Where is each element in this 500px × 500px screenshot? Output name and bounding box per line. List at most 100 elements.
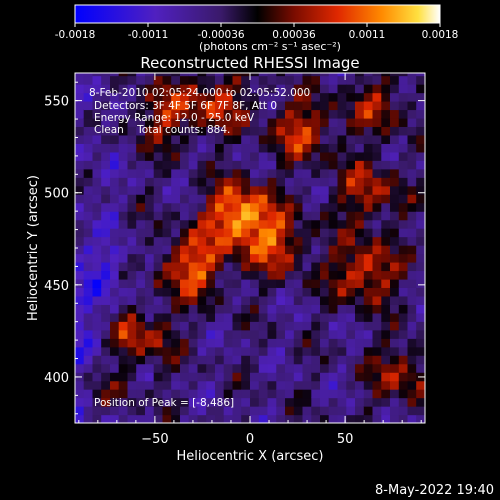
heatmap-cell [145,253,155,263]
heatmap-cell [197,92,207,102]
heatmap-cell [390,228,400,238]
heatmap-cell [320,245,330,255]
heatmap-cell [241,84,251,94]
heatmap-cell [258,270,269,280]
heatmap-cell [145,363,155,373]
heatmap-cell [215,338,225,348]
heatmap-cell [311,84,321,94]
heatmap-cell [127,101,137,111]
heatmap-cell [75,92,85,102]
heatmap-cell [101,219,111,229]
heatmap-cell [110,262,120,272]
heatmap-cell [311,397,321,407]
heatmap-cell [250,126,260,136]
heatmap-cell [311,219,321,229]
heatmap-cell [398,219,409,229]
heatmap-cell [241,177,251,187]
heatmap-cell [197,363,207,373]
heatmap-cell [188,143,199,153]
heatmap-cell [83,236,94,246]
heatmap-cell [425,143,434,152]
heatmap-cell [258,321,269,331]
heatmap-cell [145,355,155,365]
heatmap-cell [407,414,417,423]
heatmap-cell [188,321,199,331]
heatmap-cell [276,245,286,255]
heatmap-cell [110,160,120,170]
heatmap-cell [127,219,137,229]
heatmap-cell [416,262,425,272]
heatmap-cell [136,177,146,187]
heatmap-cell [381,295,391,305]
heatmap-cell [276,270,286,280]
heatmap-cell [118,109,129,119]
heatmap-cell [285,73,295,77]
heatmap-cell [363,346,374,356]
heatmap-cell [180,346,190,356]
heatmap-cell [258,92,269,102]
heatmap-cell [223,338,234,348]
heatmap-cell [311,312,321,322]
heatmap-cell [241,287,251,297]
heatmap-cell [250,92,260,102]
heatmap-cell [267,185,277,195]
heatmap-cell [302,380,312,390]
heatmap-cell [250,338,260,348]
heatmap-cell [381,406,391,416]
heatmap-cell [241,389,251,399]
heatmap-cell [355,278,365,288]
heatmap-cell [223,75,234,85]
heatmap-cell [118,389,129,399]
heatmap-cell [398,295,409,305]
heatmap-cell [258,75,269,85]
heatmap-cell [127,329,137,339]
heatmap-cell [110,304,120,314]
heatmap-cell [75,355,85,365]
heatmap-cell [118,117,129,127]
heatmap-cell [153,355,164,365]
heatmap-cell [215,92,225,102]
heatmap-cell [355,312,365,322]
heatmap-cell [372,245,382,255]
heatmap-cell [293,236,304,246]
heatmap-cell [302,211,312,221]
heatmap-cell [311,177,321,187]
heatmap-cell [328,397,339,407]
heatmap-cell [206,228,216,238]
heatmap-cell [136,134,146,144]
heatmap-cell [188,126,199,136]
heatmap-cell [153,262,164,272]
heatmap-cell [355,143,365,153]
heatmap-cell [407,270,417,280]
heatmap-cell [127,73,137,77]
heatmap-cell [127,287,137,297]
heatmap-cell [101,355,111,365]
heatmap-cell [407,92,417,102]
heatmap-cell [390,245,400,255]
heatmap-cell [206,168,216,178]
heatmap-cell [258,295,269,305]
heatmap-cell [346,168,356,178]
heatmap-cell [320,109,330,119]
heatmap-cell [83,295,94,305]
heatmap-cell [346,338,356,348]
heatmap-cell [355,236,365,246]
heatmap-cell [136,109,146,119]
heatmap-cell [92,236,102,246]
heatmap-cell [206,185,216,195]
heatmap-cell [328,406,339,416]
heatmap-cell [206,92,216,102]
heatmap-cell [197,380,207,390]
heatmap-cell [92,151,102,161]
heatmap-cell [311,101,321,111]
heatmap-cell [276,253,286,263]
heatmap-cell [83,194,94,204]
heatmap-cell [101,109,111,119]
heatmap-image [75,73,434,423]
heatmap-cell [355,363,365,373]
heatmap-cell [328,143,339,153]
heatmap-cell [293,151,304,161]
heatmap-cell [372,177,382,187]
heatmap-cell [145,380,155,390]
heatmap-cell [398,75,409,85]
